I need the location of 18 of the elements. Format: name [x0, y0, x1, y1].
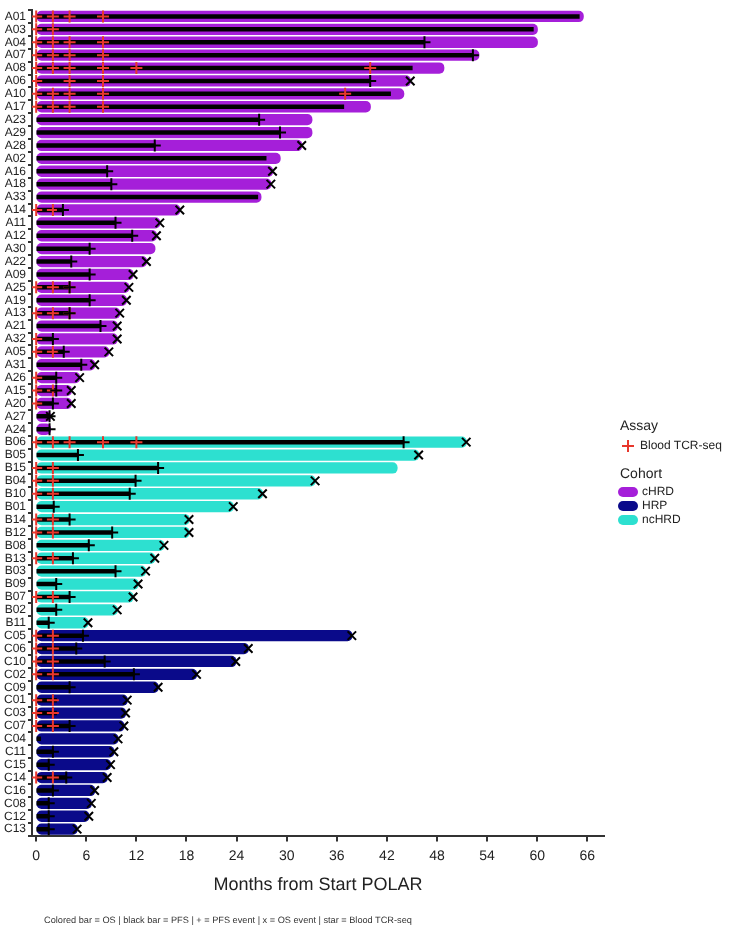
bar	[36, 156, 267, 161]
bar	[36, 684, 71, 690]
bar	[36, 259, 72, 264]
bar	[36, 130, 281, 135]
bar	[36, 297, 91, 303]
bar	[36, 272, 91, 277]
bar	[36, 491, 131, 497]
bar	[36, 39, 426, 45]
bar	[36, 143, 156, 148]
bar	[36, 104, 345, 110]
bar	[36, 362, 82, 368]
bar	[36, 117, 260, 122]
bar	[36, 672, 135, 677]
bar	[36, 168, 108, 174]
bar	[36, 233, 133, 239]
bar	[36, 543, 90, 548]
bar	[36, 246, 91, 251]
x-axis-title: Months from Start POLAR	[213, 874, 424, 895]
